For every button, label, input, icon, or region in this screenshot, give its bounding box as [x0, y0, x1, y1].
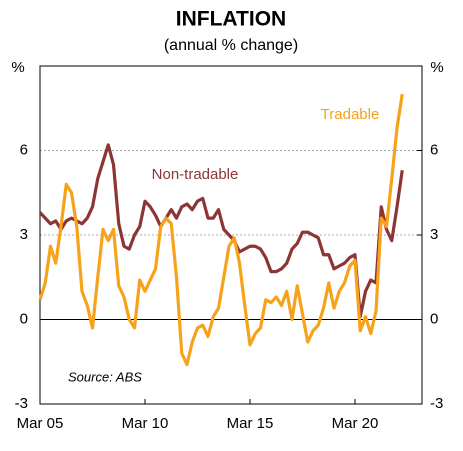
y-tick-label: 0 [20, 310, 28, 327]
y2-tick-label: 0 [430, 310, 438, 327]
series-line [38, 93, 404, 367]
series-line [38, 143, 404, 319]
chart-title: INFLATION [176, 8, 286, 31]
x-tick-label: Mar 05 [17, 415, 64, 432]
y2-tick-label: 3 [430, 226, 438, 243]
x-tick-label: Mar 20 [332, 415, 379, 432]
chart-subtitle: (annual % change) [164, 37, 298, 54]
y2-axis-label: % [430, 59, 443, 76]
y-tick-label: 3 [20, 226, 28, 243]
plot-frame [39, 65, 423, 405]
y-axis-label: % [11, 59, 24, 76]
y-tick-label: -3 [15, 395, 28, 412]
source-note: Source: ABS [68, 369, 142, 384]
x-tick-label: Mar 10 [122, 415, 169, 432]
y2-tick-label: 6 [430, 141, 438, 158]
y-tick-label: 6 [20, 141, 28, 158]
legend-label: Tradable [321, 106, 380, 123]
x-tick-label: Mar 15 [227, 415, 274, 432]
y2-tick-label: -3 [430, 395, 443, 412]
legend-label: Non-tradable [152, 166, 239, 183]
